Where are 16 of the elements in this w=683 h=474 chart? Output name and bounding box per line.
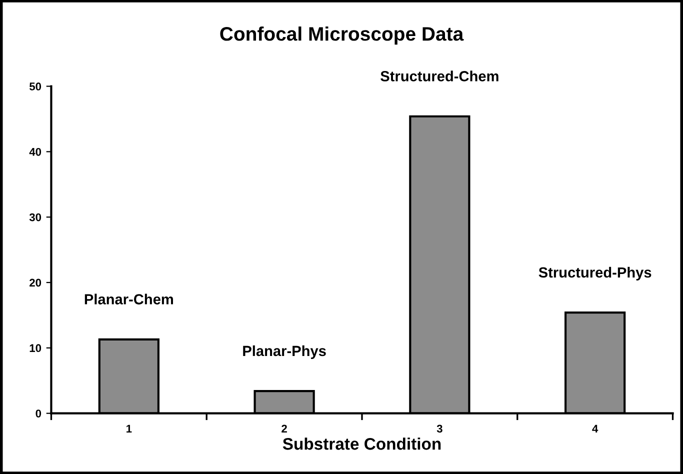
annotation: Planar-Phys <box>243 345 326 359</box>
annotation: Planar-Chem <box>84 294 173 304</box>
x-tick-label: 2 <box>282 424 287 432</box>
x-axis-title: Substrate Condition <box>282 438 441 450</box>
y-tick-label: 20 <box>30 278 42 287</box>
x-tick-label: 1 <box>126 424 132 432</box>
y-tick-label: 40 <box>29 148 42 156</box>
y-tick-label: 50 <box>29 82 42 90</box>
y-tick-label: 0 <box>36 410 42 418</box>
y-tick-label: 30 <box>29 213 42 222</box>
x-tick-label: 3 <box>436 424 442 433</box>
y-tick-label: 10 <box>30 344 42 352</box>
x-tick-label: 4 <box>592 424 598 432</box>
text: Structured-Chem <box>380 70 498 82</box>
chart-title: Confocal Microscope Data <box>220 26 464 45</box>
annotation: Structured-Phys <box>538 266 652 280</box>
